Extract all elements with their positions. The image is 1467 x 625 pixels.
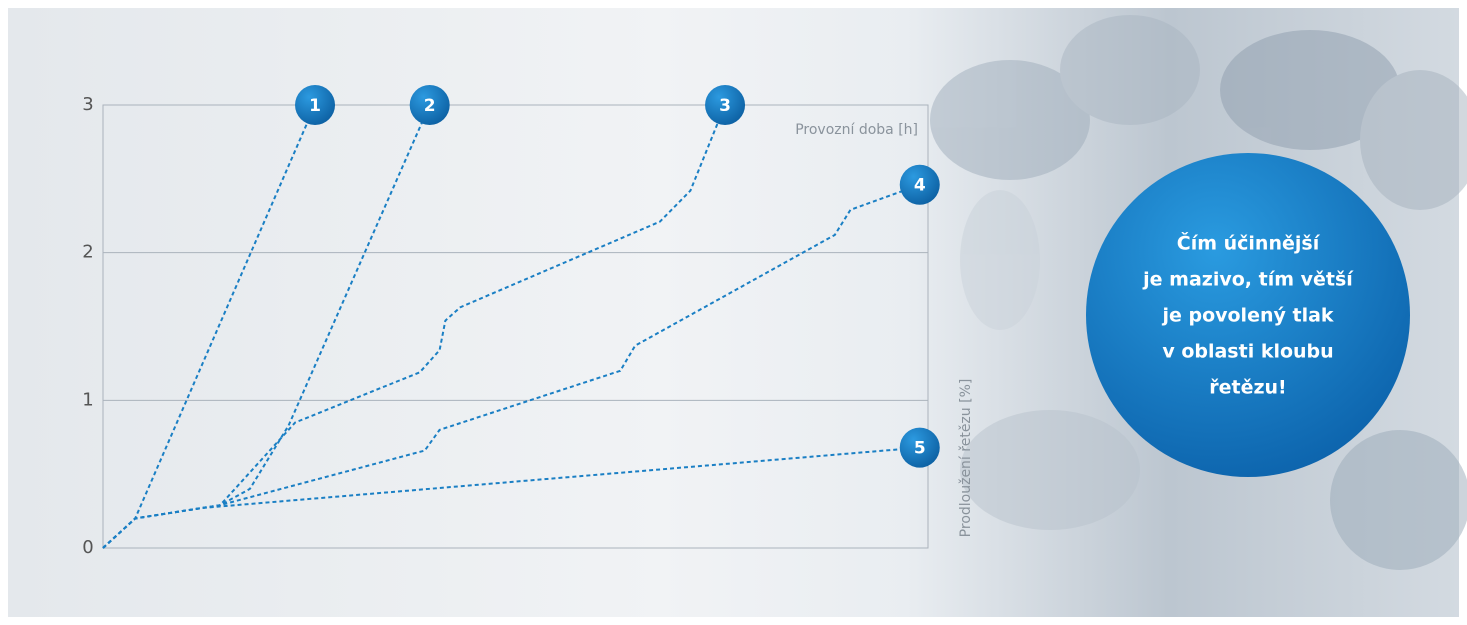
callout-circle <box>1086 153 1410 477</box>
series-line <box>102 446 920 549</box>
plot-frame <box>102 104 929 549</box>
series-badge <box>295 85 336 125</box>
series-badge <box>899 164 940 205</box>
chain-photo <box>930 15 1467 570</box>
callout-text: je povolený tlak <box>1161 305 1333 327</box>
y-tick-label: 1 <box>82 389 93 410</box>
callout-text: řetězu! <box>1209 377 1286 399</box>
series-badge <box>409 85 450 125</box>
y-axis-label: Prodloužení řetězu [%] <box>958 379 974 538</box>
legend-label: 5 <box>914 439 926 459</box>
legend-label: 2 <box>424 96 436 116</box>
y-tick-label: 2 <box>82 242 93 263</box>
series-badge <box>899 427 940 468</box>
y-tick-label: 0 <box>82 537 93 558</box>
callout-text: Čím účinnější <box>1177 231 1321 255</box>
legend-label: 3 <box>719 96 731 116</box>
legend-label: 4 <box>914 176 926 196</box>
x-axis-label: Provozní doba [h] <box>795 122 918 138</box>
callout-text: v oblasti kloubu <box>1162 341 1333 363</box>
y-tick-label: 3 <box>82 94 93 115</box>
legend-label: 1 <box>309 96 321 116</box>
callout-text: je mazivo, tím větší <box>1142 269 1354 291</box>
series-badge <box>705 85 746 125</box>
